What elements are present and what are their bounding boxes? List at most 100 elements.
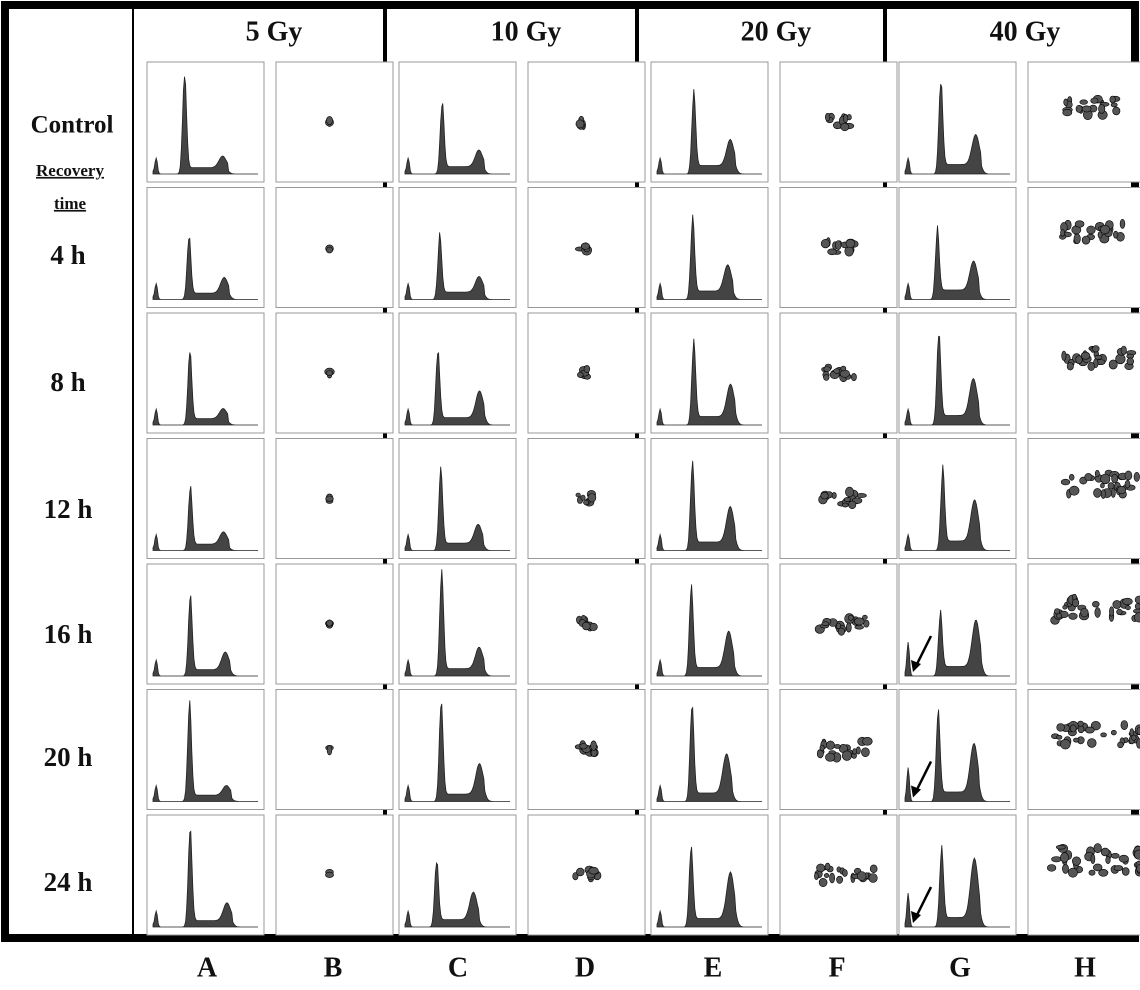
dotplot-frame: [275, 689, 394, 810]
dotplot-frame: [779, 689, 898, 810]
dotplot-cluster: [581, 621, 591, 631]
panel-letter: D: [575, 952, 595, 983]
dotplot-cluster: [1120, 720, 1129, 730]
dotplot-cluster: [820, 239, 831, 249]
dotplot-cluster: [1100, 489, 1106, 499]
row-label: 12 h: [44, 494, 93, 524]
histogram-frame: [650, 563, 769, 685]
recovery-label: Recovery: [36, 161, 104, 180]
panel-letter: F: [828, 952, 845, 983]
dotplot-cluster: [854, 624, 864, 630]
dotplot-cluster: [1117, 485, 1126, 495]
dotplot-cluster: [1088, 869, 1096, 876]
dotplot-cluster: [1110, 852, 1120, 859]
dotplot-cluster: [831, 492, 837, 499]
histogram: [152, 486, 258, 551]
dotplot-cluster: [325, 871, 334, 878]
dotplot-frame: [275, 312, 394, 434]
dotplot-cluster: [1051, 856, 1062, 863]
dotplot-cluster: [579, 743, 588, 750]
dotplot-cluster: [1085, 726, 1095, 734]
histogram-frame: [650, 689, 769, 810]
panel-letter: H: [1074, 952, 1096, 983]
dotplot-cluster: [862, 736, 873, 746]
row-label: 24 h: [44, 867, 93, 897]
dotplot-cluster: [841, 750, 852, 761]
dotplot-cluster: [1055, 844, 1066, 850]
dotplot-cluster: [1062, 108, 1073, 117]
histogram-frame: [650, 61, 769, 183]
dotplot-cluster: [1072, 856, 1082, 866]
dotplot-frame: [1027, 814, 1140, 936]
dotplot-frame: [275, 814, 394, 936]
dotplot-frame: [779, 814, 898, 936]
histogram-frame: [146, 312, 265, 434]
dotplot-frame: [275, 61, 394, 183]
dotplot-cluster: [847, 614, 854, 621]
dotplot-cluster: [1125, 605, 1131, 611]
histogram-frame: [650, 814, 769, 936]
histogram: [152, 352, 258, 426]
dotplot-cluster: [1075, 105, 1083, 113]
dotplot-cluster: [1084, 473, 1093, 481]
dotplot-cluster: [580, 494, 586, 501]
dotplot-cluster: [836, 875, 843, 884]
arrow-head: [911, 911, 921, 923]
dotplot-cluster: [326, 744, 333, 756]
histogram: [404, 103, 510, 175]
dotplot-cluster: [1133, 471, 1140, 482]
dotplot-cluster: [1134, 603, 1140, 610]
dotplot-cluster: [819, 744, 825, 752]
dotplot-cluster: [842, 502, 849, 508]
histogram: [404, 861, 510, 928]
histogram-frame: [650, 438, 769, 559]
dotplot-cluster: [1098, 104, 1106, 114]
dotplot-cluster: [1073, 737, 1080, 743]
dotplot-cluster: [1117, 741, 1124, 749]
histogram: [404, 703, 510, 802]
dotplot-cluster: [1105, 855, 1111, 864]
histogram: [656, 214, 762, 300]
row-label: 4 h: [50, 240, 85, 270]
dotplot-cluster: [326, 246, 333, 254]
dotplot-cluster: [1080, 607, 1089, 618]
histogram-frame: [398, 187, 517, 308]
dotplot-cluster: [1072, 598, 1080, 608]
dotplot-cluster: [1068, 612, 1078, 620]
panel-letter: A: [197, 952, 218, 983]
dotplot-cluster: [1077, 725, 1085, 734]
histogram: [656, 338, 762, 426]
dotplot-cluster: [1094, 470, 1100, 478]
dotplot-cluster: [572, 872, 579, 881]
histogram: [404, 351, 510, 426]
dotplot-cluster: [823, 873, 830, 878]
dotplot-cluster: [1100, 225, 1111, 235]
histogram: [404, 232, 510, 300]
dotplot-cluster: [1092, 600, 1100, 608]
histogram: [152, 76, 258, 175]
histogram-frame: [146, 563, 265, 685]
dotplot-cluster: [1094, 607, 1101, 618]
histogram-frame: [146, 61, 265, 183]
dotplot-cluster: [1121, 867, 1130, 876]
dotplot-cluster: [589, 622, 598, 631]
dotplot-cluster: [835, 240, 842, 250]
dotplot-cluster: [1120, 345, 1127, 356]
dotplot-cluster: [868, 873, 878, 883]
histogram: [152, 830, 258, 928]
dotplot-cluster: [1056, 612, 1062, 619]
dotplot-frame: [275, 438, 394, 559]
dotplot-cluster: [1112, 106, 1121, 116]
histogram: [904, 464, 1010, 551]
dotplot-cluster: [853, 617, 865, 626]
histogram: [904, 609, 1010, 677]
arrow-head: [911, 660, 921, 672]
panel-letter: B: [324, 952, 343, 983]
histogram: [656, 460, 762, 551]
dotplot-cluster: [1062, 863, 1069, 874]
histogram: [904, 709, 1010, 802]
dotplot-cluster: [1115, 353, 1126, 365]
histogram-frame: [398, 689, 517, 810]
dotplot-frame: [1027, 187, 1140, 308]
histogram-frame: [398, 814, 517, 936]
